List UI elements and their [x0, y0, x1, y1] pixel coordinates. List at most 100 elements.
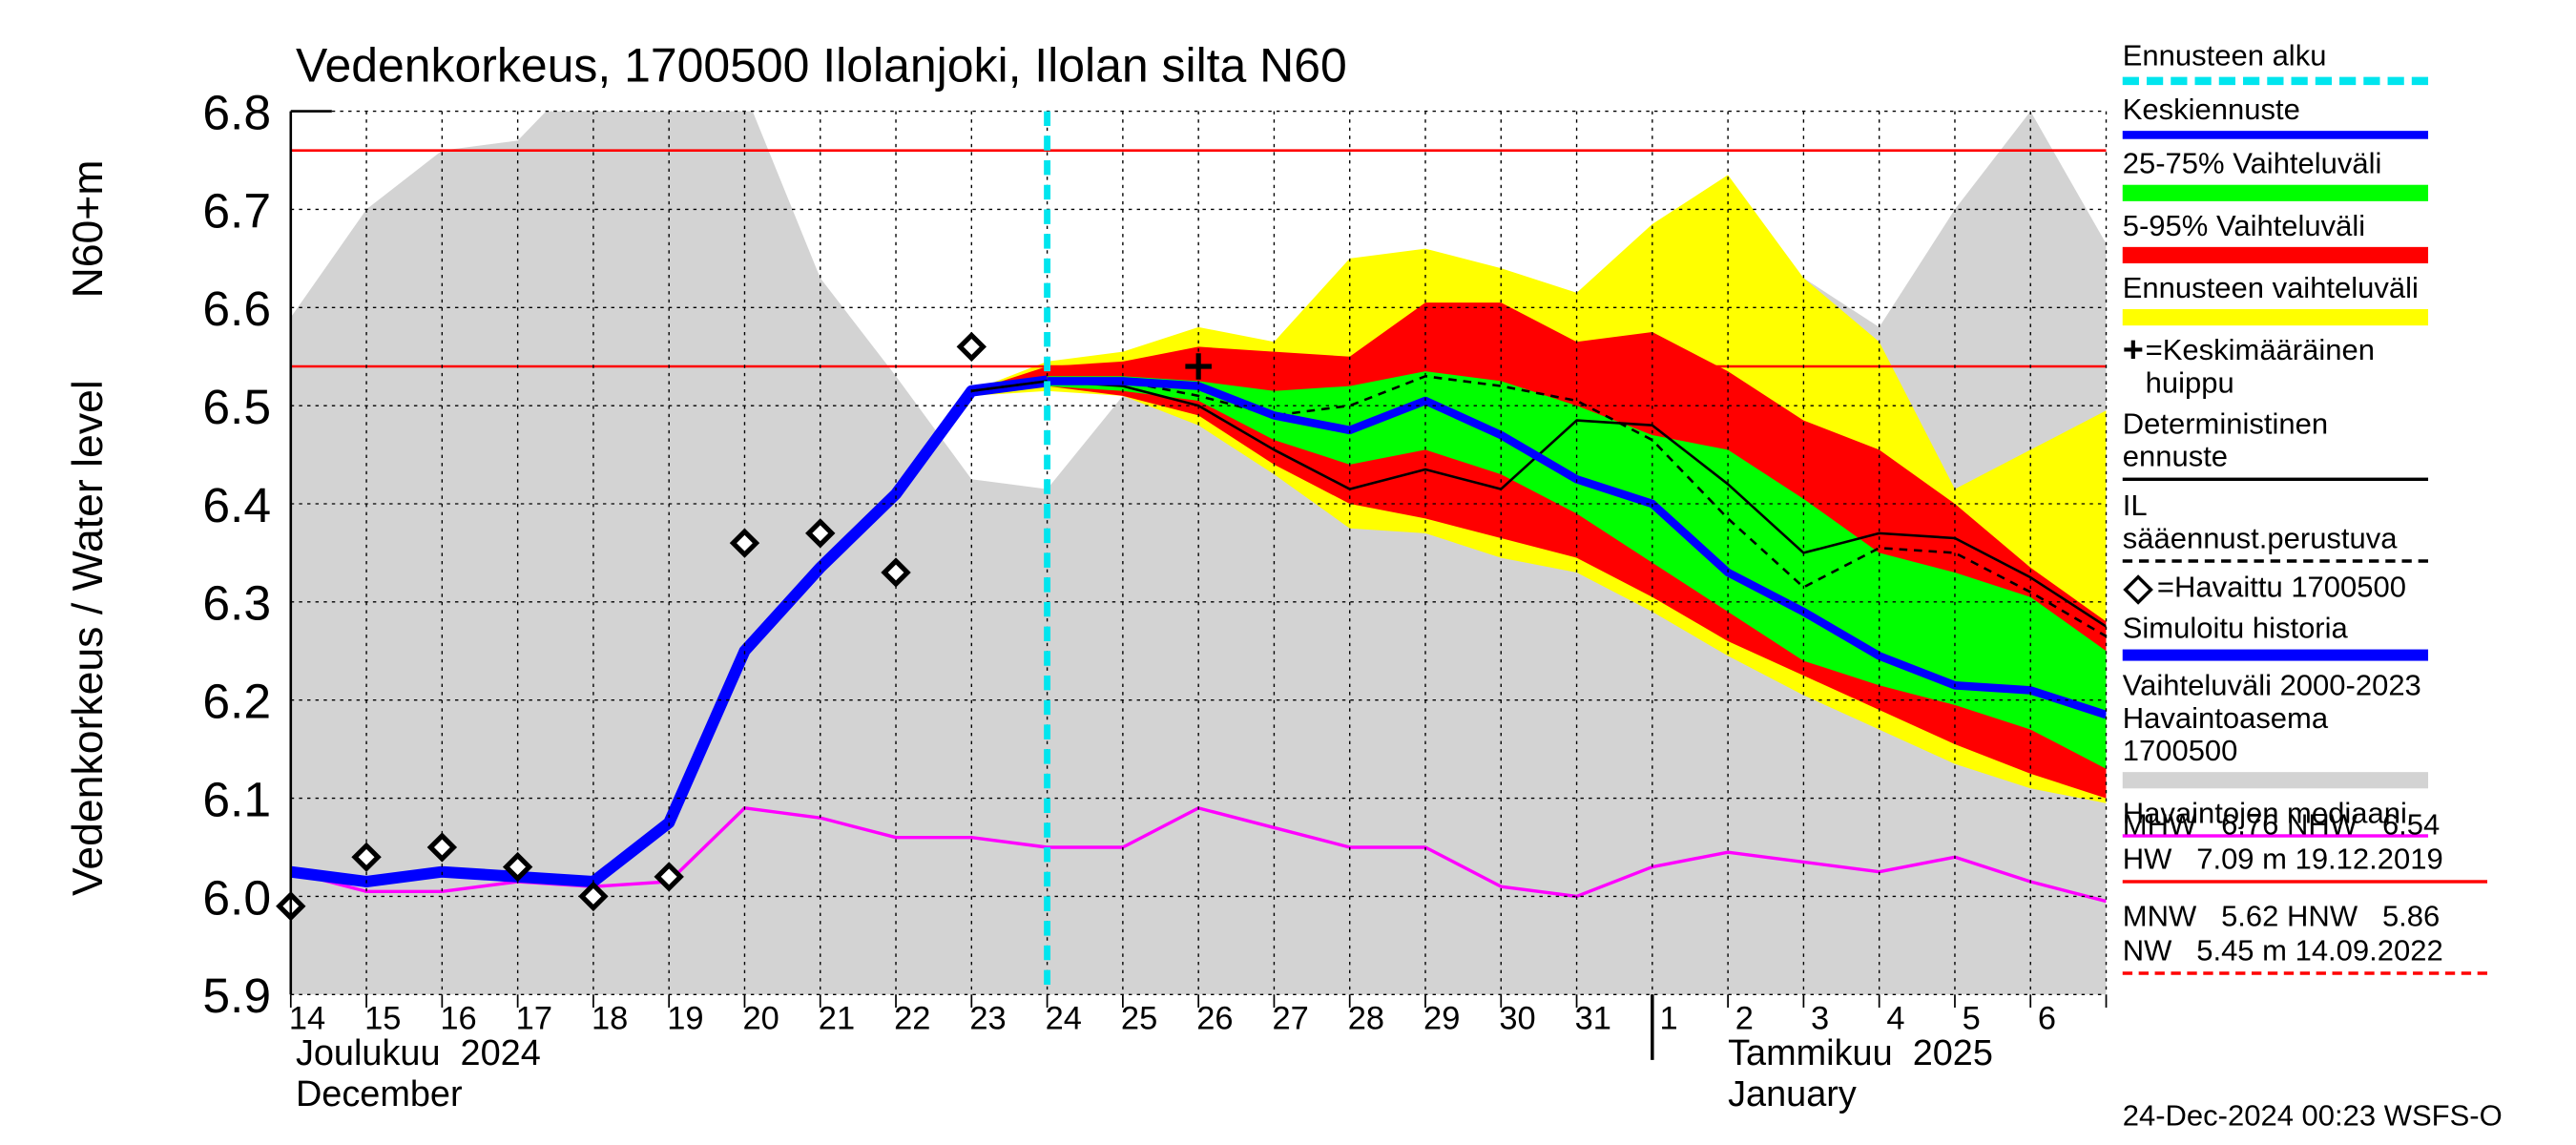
- legend-item: Deterministinen ennuste: [2122, 407, 2429, 482]
- legend-item: Ennusteen vaihteluväli: [2122, 272, 2429, 326]
- legend-row: Vaihteluväli 2000-2023 Havaintoasema 170…: [2123, 669, 2428, 767]
- legend-swatch: [2122, 76, 2429, 86]
- observed-point: [956, 331, 987, 363]
- legend-symbol: [2123, 574, 2153, 605]
- x-tick-label: 25: [1121, 1000, 1157, 1036]
- stat-label: MHW: [2122, 807, 2197, 842]
- y-unit-label: N60+m: [65, 160, 112, 299]
- x-tick-label: 23: [969, 1000, 1006, 1036]
- month-label-en: January: [1728, 1074, 1857, 1114]
- x-tick-label: 28: [1348, 1000, 1384, 1036]
- x-tick-label: 16: [440, 1000, 476, 1036]
- legend-item: 25-75% Vaihteluväli: [2122, 147, 2429, 201]
- x-tick-label: 6: [2038, 1000, 2056, 1036]
- legend-row: Simuloitu historia: [2123, 612, 2428, 644]
- x-tick-label: 3: [1811, 1000, 1829, 1036]
- series-line: [971, 375, 2107, 637]
- legend-item: =Havaittu 1700500: [2123, 571, 2428, 605]
- legend-item: 5-95% Vaihteluväli: [2122, 209, 2429, 264]
- legend-item: Keskiennuste: [2122, 93, 2429, 139]
- x-tick-label: 14: [289, 1000, 325, 1036]
- legend-row: Ennusteen vaihteluväli: [2123, 272, 2428, 304]
- legend-item: + =Keskimääräinen huippu: [2122, 328, 2428, 400]
- y-tick-label: 6.6: [202, 281, 271, 336]
- legend-row: 5-95% Vaihteluväli: [2123, 209, 2428, 241]
- legend-swatch: [2122, 649, 2429, 661]
- observed-point: [729, 528, 760, 558]
- stat-label: MNW: [2122, 899, 2197, 933]
- y-tick-label: 6.8: [202, 85, 271, 140]
- legend-row: IL sääennust.perustuva: [2123, 489, 2428, 555]
- x-tick-label: 15: [364, 1000, 401, 1036]
- stats-note: HW 7.09 m 19.12.2019: [2122, 843, 2488, 884]
- legend-symbol: +: [2122, 328, 2144, 370]
- chart-title: Vedenkorkeus, 1700500 Ilolanjoki, Ilolan…: [296, 39, 1347, 93]
- legend-label: Ennusteen alku: [2122, 39, 2327, 73]
- legend-label: Havaintojen mediaani: [2122, 796, 2407, 830]
- legend-item: Vaihteluväli 2000-2023 Havaintoasema 170…: [2122, 669, 2429, 789]
- x-tick-label: 4: [1886, 1000, 1904, 1036]
- range-area: [1047, 371, 2107, 769]
- y-tick-label: 6.0: [202, 869, 271, 925]
- observed-point: [805, 518, 836, 549]
- legend-label: Ennusteen vaihteluväli: [2122, 271, 2419, 304]
- observed-point: [502, 851, 533, 883]
- legend-label: 25-75% Vaihteluväli: [2122, 147, 2382, 180]
- timestamp: 24-Dec-2024 00:23 WSFS-O: [2122, 1099, 2503, 1133]
- x-tick-label: 20: [743, 1000, 779, 1036]
- legend-label: =Havaittu 1700500: [2156, 571, 2406, 604]
- legend-row: Havaintojen mediaani: [2123, 797, 2428, 829]
- x-tick-label: 17: [516, 1000, 552, 1036]
- month-label: Tammikuu 2025: [1728, 1033, 1993, 1073]
- legend-label: Deterministinen ennuste: [2122, 406, 2329, 473]
- x-tick-label: 29: [1423, 1000, 1460, 1036]
- stat-value: 5.62: [2221, 899, 2279, 933]
- legend-label: Simuloitu historia: [2122, 612, 2348, 645]
- y-axis-label: Vedenkorkeus / Water level: [65, 380, 112, 896]
- y-tick-label: 6.2: [202, 674, 271, 729]
- legend-label: Vaihteluväli 2000-2023 Havaintoasema 170…: [2122, 669, 2421, 768]
- legend-label: IL sääennust.perustuva: [2122, 489, 2398, 555]
- x-tick-label: 31: [1575, 1000, 1611, 1036]
- legend-row: Deterministinen ennuste: [2123, 407, 2428, 473]
- x-tick-label: 18: [592, 1000, 628, 1036]
- x-tick-label: 2: [1735, 1000, 1754, 1036]
- x-tick-label: 19: [667, 1000, 703, 1036]
- x-tick-label: 5: [1963, 1000, 1981, 1036]
- observed-point: [426, 832, 458, 863]
- statistics: MHW 6.76 NHW 6.54 HW 7.09 m 19.12.2019 MNW…: [2122, 808, 2488, 975]
- y-tick-label: 6.5: [202, 379, 271, 434]
- x-tick-label: 30: [1499, 1000, 1535, 1036]
- legend-row: =Havaittu 1700500: [2123, 571, 2428, 605]
- legend-label: =Keskimääräinen huippu: [2145, 333, 2375, 400]
- legend-row: + =Keskimääräinen huippu: [2122, 328, 2428, 400]
- month-label-en: December: [296, 1074, 463, 1114]
- stat-label: HNW: [2287, 899, 2358, 933]
- legend-item: Ennusteen alku: [2122, 39, 2429, 86]
- observed-point: [578, 881, 609, 912]
- legend: Ennusteen alku Keskiennuste 25-75% Vaihtel…: [2122, 39, 2429, 838]
- legend-swatch: [2122, 131, 2429, 139]
- y-tick-label: 5.9: [202, 968, 271, 1023]
- stats-row: MHW 6.76 NHW 6.54: [2123, 808, 2487, 843]
- y-tick-label: 6.4: [202, 477, 271, 532]
- legend-item: Simuloitu historia: [2122, 612, 2429, 661]
- stat-value: 6.76: [2221, 807, 2279, 842]
- x-tick-label: 1: [1659, 1000, 1677, 1036]
- stat-value: 5.86: [2381, 899, 2441, 933]
- legend-row: 25-75% Vaihteluväli: [2123, 147, 2428, 179]
- stat-value: 6.54: [2381, 807, 2441, 842]
- legend-swatch: [2122, 184, 2429, 201]
- legend-swatch: [2122, 309, 2429, 326]
- legend-item: Havaintojen mediaani: [2122, 797, 2429, 838]
- month-label: Joulukuu 2024: [296, 1033, 541, 1073]
- legend-item: IL sääennust.perustuva: [2122, 489, 2429, 563]
- legend-swatch: [2122, 246, 2429, 264]
- legend-label: Keskiennuste: [2122, 93, 2300, 127]
- peak-point: [1185, 353, 1212, 380]
- x-tick-label: 22: [894, 1000, 930, 1036]
- stats-note: NW 5.45 m 14.09.2022: [2122, 934, 2488, 975]
- observed-point: [351, 842, 382, 872]
- x-tick-label: 21: [819, 1000, 855, 1036]
